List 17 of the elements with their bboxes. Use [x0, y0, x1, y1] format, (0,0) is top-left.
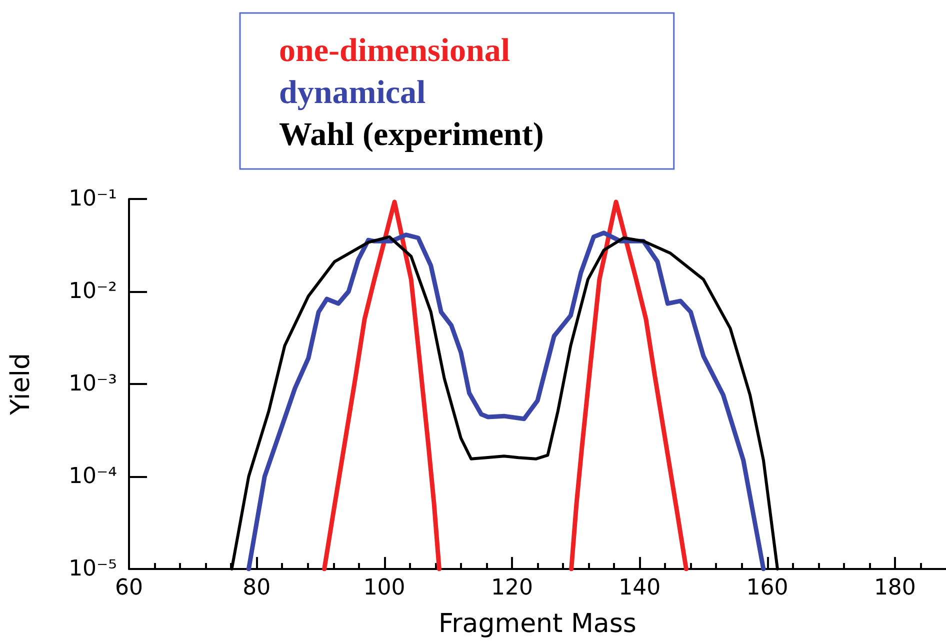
x-tick-label: 120: [490, 576, 533, 600]
text: Wahl (experiment): [279, 117, 544, 153]
y-tick-label: 10⁻⁵: [68, 556, 117, 582]
y-tick-label: 10⁻²: [68, 279, 117, 304]
text: dynamical: [279, 75, 426, 111]
x-tick-label: 100: [363, 576, 406, 600]
x-tick-label: 60: [115, 576, 143, 600]
y-tick-label: 10⁻³: [68, 372, 117, 396]
text: one-dimensional: [279, 33, 510, 69]
x-tick-label: 140: [618, 576, 661, 600]
y-tick-label: 10⁻⁴: [68, 464, 118, 489]
x-tick-label: 160: [746, 576, 788, 600]
y-axis-title: Yield: [6, 353, 36, 416]
x-tick-label: 180: [874, 576, 916, 600]
y-tick-label: 10⁻¹: [68, 186, 117, 212]
x-axis-title: Fragment Mass: [438, 609, 636, 639]
x-tick-label: 80: [242, 576, 271, 600]
